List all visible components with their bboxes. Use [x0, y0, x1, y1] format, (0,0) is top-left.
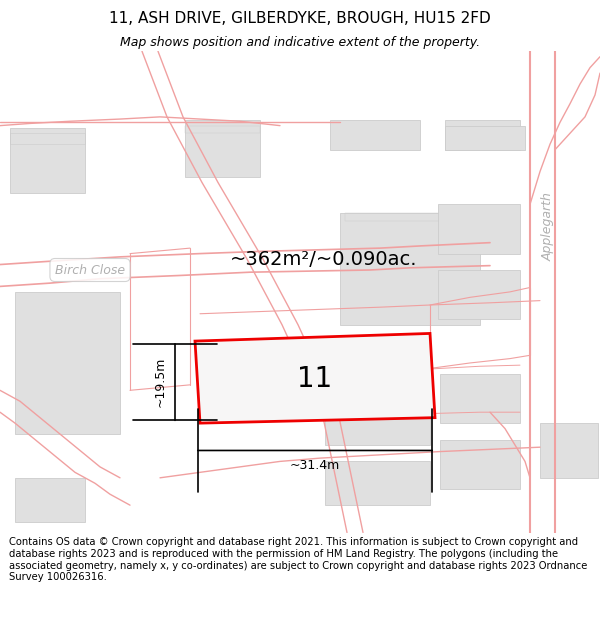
Polygon shape — [185, 120, 260, 177]
Text: Birch Close: Birch Close — [55, 264, 125, 276]
Polygon shape — [325, 461, 430, 505]
Polygon shape — [15, 292, 120, 434]
Polygon shape — [330, 120, 420, 149]
Text: 11: 11 — [298, 365, 332, 393]
Text: Map shows position and indicative extent of the property.: Map shows position and indicative extent… — [120, 36, 480, 49]
Polygon shape — [195, 334, 435, 423]
Polygon shape — [10, 128, 85, 194]
Text: 11, ASH DRIVE, GILBERDYKE, BROUGH, HU15 2FD: 11, ASH DRIVE, GILBERDYKE, BROUGH, HU15 … — [109, 11, 491, 26]
Polygon shape — [438, 204, 520, 254]
Text: ~362m²/~0.090ac.: ~362m²/~0.090ac. — [230, 249, 418, 269]
Polygon shape — [445, 126, 525, 149]
Text: Applegarth: Applegarth — [542, 192, 554, 261]
Text: ~19.5m: ~19.5m — [154, 357, 167, 408]
Text: ~31.4m: ~31.4m — [290, 459, 340, 472]
Polygon shape — [15, 478, 85, 521]
Polygon shape — [440, 439, 520, 489]
Polygon shape — [540, 423, 598, 478]
Polygon shape — [325, 396, 430, 445]
Polygon shape — [440, 374, 520, 423]
Text: Contains OS data © Crown copyright and database right 2021. This information is : Contains OS data © Crown copyright and d… — [9, 538, 587, 582]
Polygon shape — [445, 120, 520, 149]
Polygon shape — [340, 213, 480, 325]
Polygon shape — [438, 270, 520, 319]
